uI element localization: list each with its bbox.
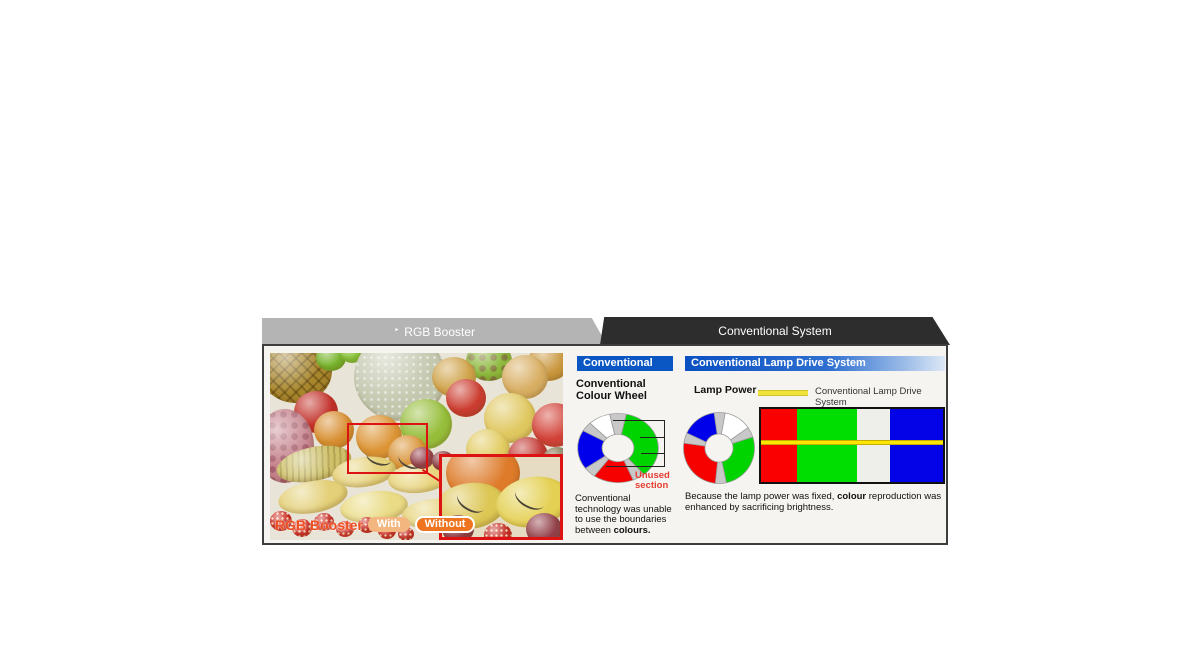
content-panel: RGB Booster With Without Conventional Co…	[262, 344, 948, 545]
highlight-rectangle	[347, 423, 428, 474]
fruit-shape	[336, 521, 354, 537]
conventional-description: Conventional technology was unable to us…	[575, 493, 672, 536]
fruit-shape	[314, 513, 334, 531]
colour-wheel-title: Conventional Colour Wheel	[576, 378, 647, 402]
pointer-line	[613, 420, 665, 421]
conventional-colour-wheel	[577, 413, 659, 483]
photo-caption-row: RGB Booster With Without	[275, 516, 476, 533]
fruit-shape	[432, 357, 476, 397]
wheel-segment	[686, 412, 718, 443]
colour-wheel-title-line1: Conventional	[576, 378, 646, 390]
conventional-header: Conventional	[577, 356, 673, 371]
wheel-segment	[683, 442, 718, 484]
lamp-power-label: Lamp Power	[694, 384, 757, 396]
fruit-shape	[484, 393, 536, 443]
fruit-shape	[526, 513, 560, 537]
bar-segment	[761, 409, 798, 482]
unused-section-label: Unused section	[635, 470, 670, 491]
tab-conventional-system-label: Conventional System	[718, 324, 832, 338]
wheel-segment	[620, 413, 659, 475]
pointer-line-vertical	[664, 420, 665, 467]
tab-rgb-booster[interactable]: ‣ RGB Booster	[262, 318, 607, 345]
tab-arrow-icon: ‣	[393, 325, 400, 335]
tab-rgb-booster-label: RGB Booster	[404, 324, 475, 339]
without-button[interactable]: Without	[414, 516, 476, 533]
pointer-line	[640, 437, 665, 438]
fruit-shape	[446, 379, 486, 417]
lamp-line-legend-swatch	[758, 390, 808, 396]
lamp-output-bar	[759, 407, 945, 484]
fruit-shape	[502, 355, 548, 399]
lamp-line-legend-label: Conventional Lamp Drive System	[815, 386, 922, 408]
pointer-line	[641, 453, 665, 454]
fruit-shape	[292, 519, 312, 537]
fruit-shape	[356, 415, 402, 459]
fruit-shape	[484, 523, 512, 537]
lamp-description: Because the lamp power was fixed, colour…	[685, 491, 942, 513]
fruit-shape	[410, 447, 434, 469]
bar-segment	[857, 409, 891, 482]
pointer-line	[606, 466, 665, 467]
zoom-inset	[439, 454, 563, 540]
lamp-system-header: Conventional Lamp Drive System	[685, 356, 945, 371]
tab-conventional-system[interactable]: Conventional System	[600, 317, 950, 345]
rgb-booster-caption: RGB Booster	[275, 516, 363, 533]
with-button[interactable]: With	[367, 517, 410, 532]
spinning-colour-wheel	[683, 412, 755, 484]
wheel-segment	[721, 436, 755, 484]
bar-segment	[890, 409, 943, 482]
fruit-shape	[340, 353, 364, 363]
bar-segment	[797, 409, 858, 482]
fruit-photo: RGB Booster With Without	[270, 353, 563, 540]
wheel-segment	[589, 413, 616, 439]
lamp-power-line	[761, 439, 943, 445]
colour-wheel-title-line2: Colour Wheel	[576, 390, 647, 402]
fruit-shape	[270, 511, 292, 531]
fruit-shape	[316, 353, 346, 371]
